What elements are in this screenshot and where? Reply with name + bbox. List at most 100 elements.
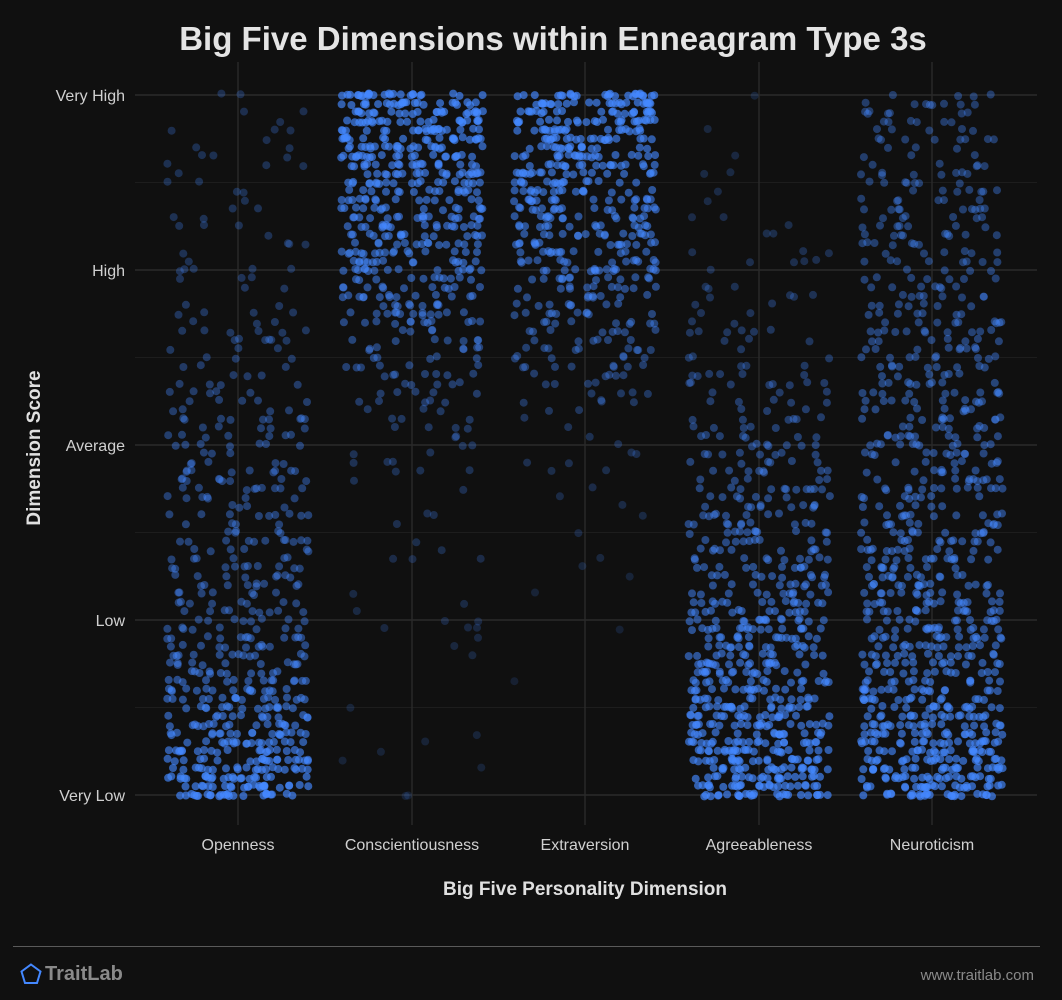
data-point [725,466,734,475]
data-point [955,369,964,378]
data-point [620,169,629,178]
data-point [408,179,416,188]
data-point [973,634,982,643]
data-point [703,197,712,206]
data-point [862,563,871,572]
data-point [753,684,762,693]
data-point [693,563,701,572]
data-point [993,432,1002,441]
data-point [795,650,804,659]
data-point [927,336,936,345]
data-point [430,335,439,344]
data-point [241,633,250,642]
data-point [586,134,595,143]
data-point [912,118,921,127]
data-point [746,422,755,431]
data-point [867,650,876,659]
data-point [362,126,371,135]
data-point [811,545,820,554]
data-point [464,179,473,187]
data-point [890,677,899,686]
data-point [689,520,698,529]
data-point [940,196,948,205]
data-point [218,477,227,486]
data-point [709,546,717,555]
data-point [579,168,588,177]
data-point [478,142,487,151]
data-point [454,186,463,195]
data-point [433,380,442,389]
data-point [860,722,869,731]
data-point [783,772,792,781]
brand-logo[interactable]: TraitLab [19,962,123,986]
data-point [265,432,274,441]
data-point [893,607,902,615]
data-point [887,361,896,370]
data-point [905,422,914,431]
data-point [954,606,962,615]
data-point [951,466,960,475]
data-point [798,642,807,650]
data-point [714,696,723,705]
data-point [166,345,175,354]
data-point [192,143,201,152]
site-url[interactable]: www.traitlab.com [920,967,1034,984]
data-point [226,477,235,486]
data-point [924,257,933,266]
data-point [706,293,714,302]
data-point [365,179,374,188]
data-point [886,722,895,731]
data-point [911,492,920,501]
data-point [724,520,733,529]
data-point [889,528,898,537]
data-point [524,195,533,204]
data-point [808,772,816,781]
data-point [902,178,911,187]
data-point [879,117,888,126]
data-point [242,486,251,495]
data-point [822,387,831,396]
data-point [970,537,979,546]
data-point [379,302,388,311]
data-point [512,299,521,308]
data-point [242,599,251,608]
data-point [468,317,477,325]
data-point [593,335,602,344]
data-point [450,177,459,186]
data-point [697,309,705,317]
data-point [606,161,615,170]
data-point [749,747,758,756]
data-point [176,746,184,755]
data-point [995,704,1004,713]
data-point [901,783,910,792]
data-point [920,326,929,335]
data-point [174,651,183,660]
data-point [902,327,911,336]
data-point [985,676,994,685]
data-point [278,328,287,337]
data-point [352,203,360,212]
data-point [909,658,918,667]
data-point [405,300,414,309]
data-point [205,667,214,676]
data-point [455,378,464,387]
data-point [337,100,346,109]
data-point [176,597,185,606]
data-point [301,240,310,249]
data-point [351,265,360,273]
data-point [298,764,307,773]
data-point [750,668,759,677]
data-point [918,485,927,494]
data-point [742,668,751,676]
data-point [650,319,659,328]
data-point [285,509,294,518]
data-point [572,91,581,100]
data-point [445,196,454,205]
data-point [441,398,450,407]
data-point [766,643,775,652]
data-point [893,197,902,205]
data-point [651,151,660,160]
data-point [597,397,606,406]
data-point [886,589,895,597]
data-point [947,555,956,564]
